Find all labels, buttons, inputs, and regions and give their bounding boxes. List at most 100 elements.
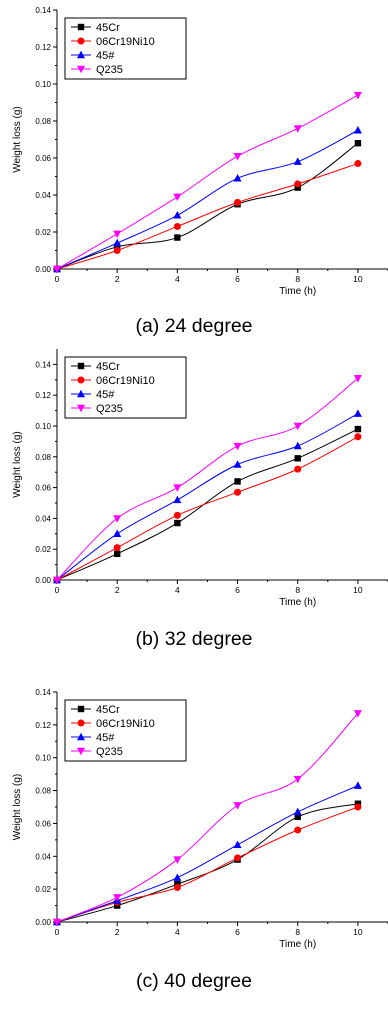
series-line [56,163,359,270]
legend-label: 45Cr [96,361,120,373]
data-point [353,125,362,134]
x-tick-label: 10 [353,274,363,284]
y-tick-label: 0.06 [35,154,51,163]
x-tick-label: 0 [55,274,60,284]
data-point [293,441,302,450]
x-tick-label: 4 [175,927,180,937]
legend-label: 06Cr19Ni10 [96,718,155,730]
legend-marker [77,389,85,398]
legend-marker [77,65,85,74]
y-tick-label: 0.12 [35,721,51,730]
data-point [353,409,362,417]
x-tick-label: 4 [175,585,180,595]
series-line [56,377,359,581]
data-point [293,157,302,165]
legend-label: 45# [96,389,115,401]
x-axis-label: Time (h) [279,939,316,950]
y-tick-label: 0.02 [35,228,51,237]
data-point [233,174,242,182]
y-tick-label: 0.14 [35,360,51,369]
x-tick-label: 8 [295,927,300,937]
data-point [173,222,181,230]
data-point [233,840,242,848]
y-axis-label: Weight loss (g) [12,431,23,498]
data-point [233,802,242,810]
series-line [56,413,359,581]
chart-panel-3: 0.00 0.02 0.04 0.06 0.08 0.10 0.12 0.14 0 2 4 6 8 10 T… [12,688,388,992]
x-tick-label: 2 [115,274,120,284]
series-line [56,428,359,581]
x-tick-label: 10 [353,585,363,595]
data-point [234,854,242,862]
series-line [56,436,359,581]
data-point [294,180,302,188]
x-tick-label: 6 [235,585,240,595]
y-axis-label: Weight loss (g) [12,106,23,173]
y-tick-label: 0.02 [35,545,51,554]
data-point [113,544,121,552]
legend-marker [77,37,85,45]
legend-label: 45# [96,732,115,744]
data-point [294,826,302,834]
data-point [293,422,302,431]
data-point [354,140,362,147]
data-point [354,160,362,168]
data-point [234,488,242,496]
x-tick-label: 2 [115,585,120,595]
data-point [113,247,121,254]
chart-caption: (a) 24 degree [135,315,252,337]
legend-marker [77,404,85,413]
legend-marker [77,719,85,727]
legend-marker [77,705,85,713]
data-point [113,550,121,558]
y-tick-label: 0.08 [35,787,51,796]
data-point [53,918,61,927]
legend-label: 45Cr [96,22,120,34]
data-point [354,425,362,433]
chart-panel-2: 0.00 0.02 0.04 0.06 0.08 0.10 0.12 0.14 0 2 4 6 8 10 T… [12,349,388,650]
data-point [173,495,182,504]
legend-label: Q235 [96,64,123,76]
y-tick-label: 0.12 [35,43,51,52]
x-axis-label: Time (h) [279,286,316,297]
data-point [294,184,301,191]
x-axis-label: Time (h) [279,597,316,608]
chart-caption: (c) 40 degree [136,970,252,992]
legend-label: 45# [96,50,115,62]
series-line [56,785,359,923]
data-point [173,856,182,864]
data-point [53,265,61,274]
series-line [56,94,359,270]
data-point [353,781,362,789]
y-tick-label: 0.04 [35,852,51,861]
x-tick-label: 8 [295,585,300,595]
data-point [354,433,362,441]
x-tick-label: 10 [353,927,363,937]
data-point [233,152,242,161]
data-point [353,710,362,718]
data-point [234,478,241,485]
data-point [293,807,302,816]
legend-label: 06Cr19Ni10 [96,36,155,48]
legend-marker [77,376,85,384]
y-tick-label: 0.14 [35,688,51,697]
y-tick-label: 0.10 [35,422,51,431]
legend-label: 06Cr19Ni10 [96,375,155,387]
y-tick-label: 0.02 [35,885,51,894]
y-tick-label: 0.10 [35,754,51,763]
data-point [354,803,362,811]
data-point [174,234,181,241]
y-tick-label: 0.08 [35,453,51,462]
legend-marker [77,362,85,370]
y-tick-label: 0.12 [35,391,51,400]
data-point [113,529,122,537]
chart-panel-1: 0.00 0.02 0.04 0.06 0.08 0.10 0.12 0.14 0 2 4 6 8 10 T… [12,6,388,337]
data-point [113,894,122,902]
data-point [174,519,181,527]
x-tick-label: 0 [55,585,60,595]
x-tick-label: 6 [235,274,240,284]
data-point [173,193,182,202]
data-point [173,511,181,519]
data-point [173,884,181,891]
x-tick-label: 8 [295,274,300,284]
